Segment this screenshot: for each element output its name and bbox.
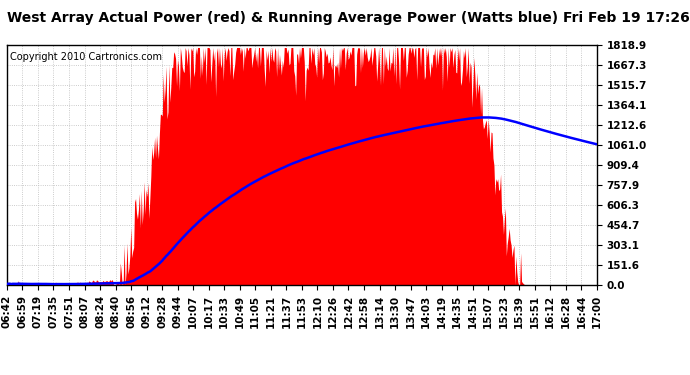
Text: West Array Actual Power (red) & Running Average Power (Watts blue) Fri Feb 19 17: West Array Actual Power (red) & Running …: [7, 11, 689, 25]
Text: Copyright 2010 Cartronics.com: Copyright 2010 Cartronics.com: [10, 52, 162, 62]
